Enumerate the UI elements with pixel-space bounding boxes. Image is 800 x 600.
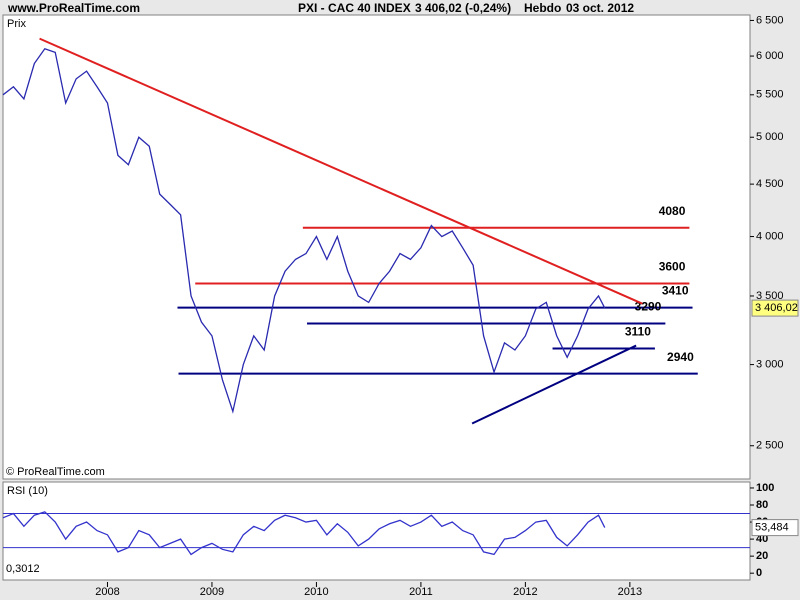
x-tick-label: 2009 xyxy=(200,586,224,598)
level-label: 2940 xyxy=(667,350,694,364)
y-tick-label: 2 500 xyxy=(756,440,784,452)
panel-title: Prix xyxy=(7,18,26,30)
x-tick-label: 2013 xyxy=(618,586,642,598)
level-label: 3410 xyxy=(662,284,689,298)
symbol: PXI - CAC 40 INDEX xyxy=(298,1,411,15)
x-tick-label: 2010 xyxy=(304,586,328,598)
period: Hebdo xyxy=(524,1,561,15)
x-tick-label: 2012 xyxy=(513,586,537,598)
y-tick-label: 5 000 xyxy=(756,131,784,143)
y-tick-label: 100 xyxy=(756,482,774,494)
last-value-box xyxy=(751,519,799,537)
panel xyxy=(2,14,751,480)
y-tick-label: 80 xyxy=(756,499,768,511)
panel-title: RSI (10) xyxy=(7,485,48,497)
last-value-label: 3 406,02 xyxy=(755,302,798,314)
y-tick-label: 6 000 xyxy=(756,50,784,62)
level-label: 4080 xyxy=(659,204,686,218)
y-tick-label: 20 xyxy=(756,550,768,562)
x-tick-label: 2008 xyxy=(95,586,119,598)
y-tick-label: 3 500 xyxy=(756,290,784,302)
y-tick-label: 5 500 xyxy=(756,89,784,101)
note: 0,3012 xyxy=(6,563,40,575)
y-tick-label: 3 000 xyxy=(756,358,784,370)
y-tick-label: 0 xyxy=(756,567,762,579)
site: www.ProRealTime.com xyxy=(7,1,140,15)
price-line xyxy=(2,47,606,414)
quote: 3 406,02 (-0,24%) xyxy=(415,1,511,15)
x-tick-label: 2011 xyxy=(409,586,433,598)
y-tick-label: 4 000 xyxy=(756,230,784,242)
level-label: 3600 xyxy=(659,260,686,274)
credit: © ProRealTime.com xyxy=(6,466,105,478)
level-label: 3110 xyxy=(625,325,651,339)
y-tick-label: 4 500 xyxy=(756,178,784,190)
last-value-label: 53,484 xyxy=(755,522,789,534)
last-value-box xyxy=(751,299,799,317)
trend-line xyxy=(471,344,637,425)
trend-line xyxy=(39,37,643,305)
price-line xyxy=(2,511,606,556)
y-tick-label: 6 500 xyxy=(756,14,784,26)
date: 03 oct. 2012 xyxy=(566,1,634,15)
